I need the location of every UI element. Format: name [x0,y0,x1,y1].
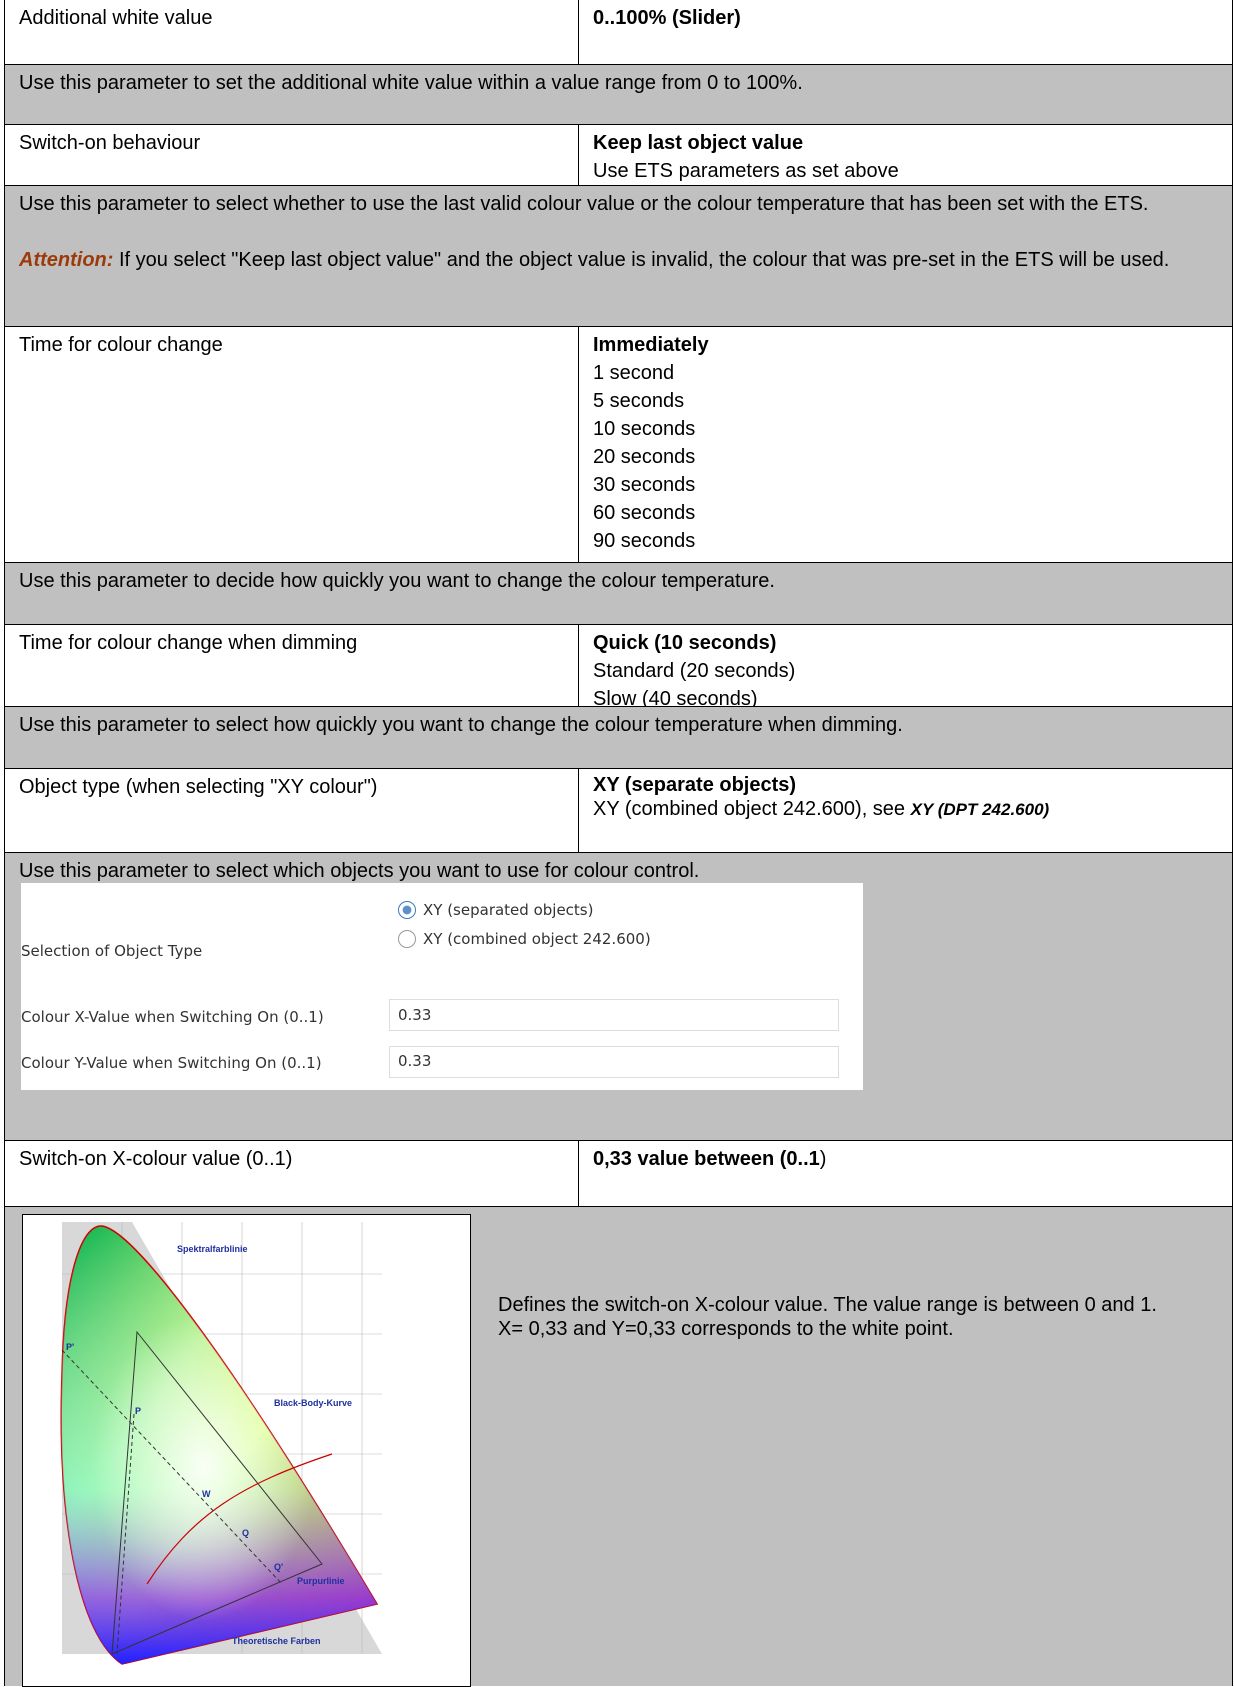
black-body-curve [146,1453,333,1585]
field-label: Colour Y-Value when Switching On (0..1) [21,1054,322,1072]
dashed-line [116,1413,135,1655]
description: Use this parameter to select which objec… [19,860,700,882]
default-option: 0,33 value between (0..1 [593,1148,820,1170]
diagram-label: Theoretische Farben [232,1636,321,1646]
option: 90 seconds [593,530,696,552]
param-row: Switch-on behaviour Keep last object val… [4,124,1233,185]
option: 5 seconds [593,390,685,412]
radio[interactable] [398,930,416,948]
default-option: XY (separate objects) [593,774,797,796]
param-row: Time for colour change when dimming Quic… [4,624,1233,710]
point-label: P [135,1406,141,1416]
param-options: Quick (10 seconds) Standard (20 seconds)… [578,625,1232,710]
param-name: Time for colour change when dimming [19,632,358,654]
description: Use this parameter to decide how quickly… [19,570,775,592]
point-label: W [202,1489,211,1499]
param-name: Additional white value [19,7,213,29]
param-name: Switch-on X-colour value (0..1) [19,1148,293,1170]
option: 20 seconds [593,446,696,468]
input-value[interactable]: 0.33 [398,1052,432,1070]
diagram-label: Spektralfarblinie [177,1244,248,1254]
field-label: Selection of Object Type [21,942,203,960]
option: Slow (40 seconds) [593,688,758,710]
desc-row: Use this parameter to select whether to … [4,185,1233,326]
description-text: X= 0,33 and Y=0,33 corresponds to the wh… [498,1318,954,1340]
input-box[interactable] [389,1046,839,1078]
param-row: Switch-on X-colour value (0..1) 0,33 val… [4,1140,1233,1206]
default-option: Keep last object value [593,132,804,154]
param-options: XY (separate objects) XY (combined objec… [578,769,1232,852]
field-label: Colour X-Value when Switching On (0..1) [21,1008,324,1026]
desc-row: Use this parameter to select which objec… [4,852,1233,1140]
cie-diagram: Spektralfarblinie Black-Body-Kurve Purpu… [22,1214,471,1687]
radio-label[interactable]: XY (combined object 242.600) [423,930,651,948]
description-text: Defines the switch-on X-colour value. Th… [498,1294,1157,1316]
radio-selected[interactable] [398,901,416,919]
param-options: Keep last object value Use ETS parameter… [578,125,1232,185]
attention-label: Attention: [19,249,114,271]
option-link: XY (DPT 242.600) [910,800,1050,819]
ets-screenshot: Selection of Object Type XY (separated o… [21,883,863,1090]
param-row: Additional white value 0..100% (Slider) [4,0,1233,64]
description: Use this parameter to select how quickly… [19,714,903,736]
desc-row: Use this parameter to decide how quickly… [4,562,1233,624]
param-name: Object type (when selecting "XY colour") [19,776,378,798]
description: Use this parameter to select whether to … [5,186,1232,278]
dashed-line [61,1349,283,1585]
diagram-label: Black-Body-Kurve [274,1398,352,1408]
param-options: 0..100% (Slider) [578,0,1232,64]
param-row: Time for colour change Immediately 1 sec… [4,326,1233,562]
diagram-label: Purpurlinie [297,1576,345,1586]
description: Use this parameter to set the additional… [19,72,803,94]
default-option: Immediately [593,334,709,356]
default-option: 0..100% (Slider) [593,7,741,29]
option: Standard (20 seconds) [593,660,796,682]
point-label: Q [242,1528,249,1538]
option-rest: ) [819,1148,827,1170]
param-row: Object type (when selecting "XY colour")… [4,768,1233,852]
option: 60 seconds [593,502,696,524]
desc-row: Spektralfarblinie Black-Body-Kurve Purpu… [4,1206,1233,1687]
input-value[interactable]: 0.33 [398,1006,432,1024]
point-label: P' [66,1342,74,1352]
attention-text: If you select "Keep last object value" a… [118,249,1170,271]
option: 10 seconds [593,418,696,440]
radio-label[interactable]: XY (separated objects) [423,901,594,919]
description: Defines the switch-on X-colour value. Th… [498,1293,1178,1341]
param-options: Immediately 1 second 5 seconds 10 second… [578,327,1232,562]
option: 1 second [593,362,675,384]
param-options: 0,33 value between (0..1) [578,1141,1232,1206]
gamut-triangle [111,1330,323,1655]
option: Use ETS parameters as set above [593,160,899,182]
description-text: Use this parameter to select whether to … [19,193,1149,215]
option: 30 seconds [593,474,696,496]
option: XY (combined object 242.600), see [593,798,911,820]
param-name: Time for colour change [19,334,223,356]
param-name: Switch-on behaviour [19,132,201,154]
desc-row: Use this parameter to set the additional… [4,64,1233,124]
default-option: Quick (10 seconds) [593,632,777,654]
desc-row: Use this parameter to select how quickly… [4,706,1233,768]
point-label: Q' [274,1562,283,1572]
input-box[interactable] [389,999,839,1031]
